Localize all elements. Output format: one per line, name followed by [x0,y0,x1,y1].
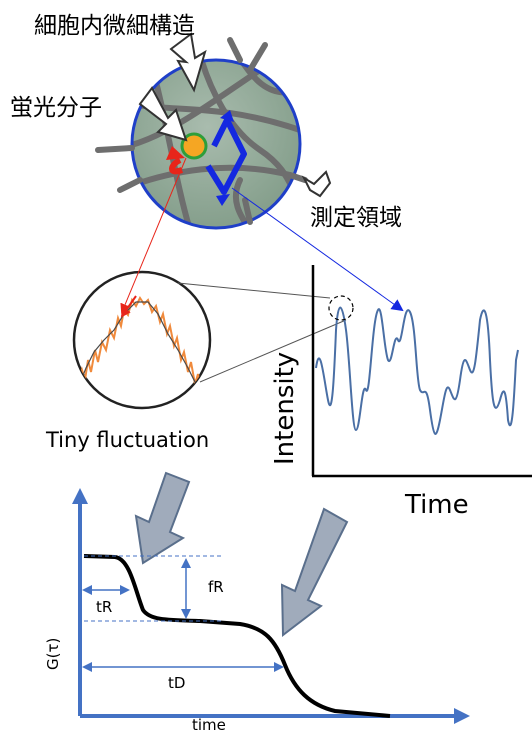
intensity-axis-label: Intensity [270,351,300,465]
intensity-chart [311,265,532,478]
zoom-view [72,270,212,410]
rotation-arrow [169,157,184,175]
zoom-connectors [177,282,347,383]
time-lower-axis-label: time [192,716,226,734]
time-axis-label: Time [405,490,469,520]
measurement-region [95,37,308,230]
cell-structure-label: 細胞内微細構造 [34,13,195,39]
big-arrow-right [280,507,349,637]
tR-label: tR [96,598,113,616]
correlation-chart [72,488,470,724]
zoom-circle [72,270,212,410]
region-border [130,58,302,230]
fluorescent-molecule-label: 蛍光分子 [10,95,102,121]
diffusion-arrows [205,110,247,206]
region-to-trace-line [231,187,404,312]
molecule-dot [180,132,208,160]
fluorescent-molecule [166,132,208,175]
g-curve [83,554,391,718]
tiny-fluctuation-label: Tiny fluctuation [46,428,210,452]
intensity-trace [315,306,519,435]
g-axis-label: G(τ) [44,637,62,670]
pointer-arrow-molecule [138,86,188,142]
fR-label: fR [208,578,224,596]
tD-label: tD [168,674,186,692]
molecule-to-zoom-line [120,157,187,314]
big-arrow-left [134,471,191,565]
pointer-arrow-region [301,170,332,198]
filament-ends [95,37,308,225]
pointer-arrow-structure [169,32,207,93]
measurement-region-label: 測定領域 [310,205,402,231]
peak-highlight [328,295,354,321]
